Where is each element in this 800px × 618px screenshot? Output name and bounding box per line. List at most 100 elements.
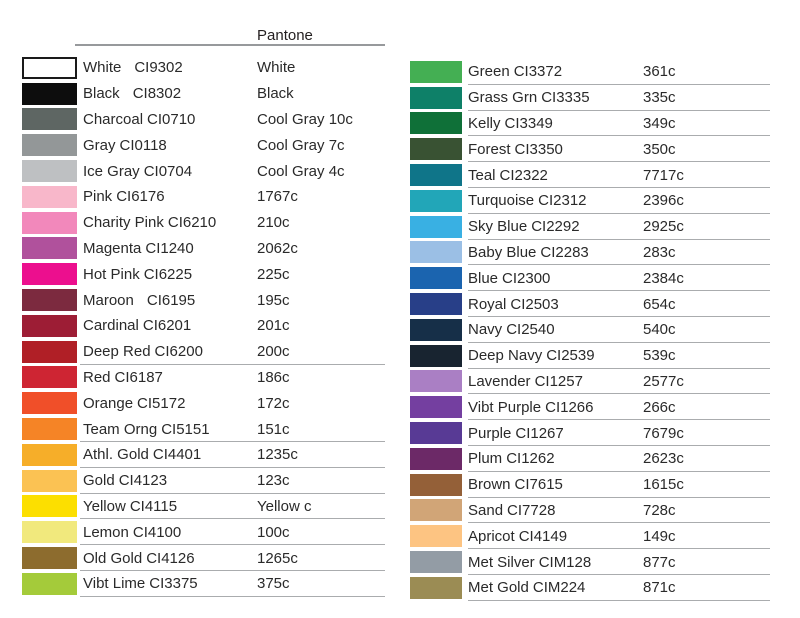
color-name: Red (83, 368, 111, 386)
color-name: Deep Navy (468, 347, 543, 365)
color-label: Blue CI2300 (468, 270, 550, 287)
color-name: Orange (83, 394, 134, 412)
color-label: Magenta CI1240 (83, 240, 194, 257)
row-divider (80, 595, 385, 597)
color-swatch (22, 56, 77, 79)
pantone-value: 877c (643, 553, 676, 571)
color-code: CI2503 (510, 295, 559, 313)
color-row: Apricot CI4149 149c (410, 523, 770, 550)
color-name: Cardinal (83, 317, 139, 335)
color-name: Magenta (83, 239, 142, 257)
color-swatch (410, 164, 462, 187)
color-code: CI2283 (540, 243, 589, 261)
row-divider (468, 135, 770, 137)
pantone-value: 266c (643, 398, 676, 416)
row-divider (468, 419, 770, 421)
color-name: Yellow (83, 497, 126, 515)
row-divider (468, 496, 770, 498)
color-name: Purple (468, 424, 512, 442)
color-name: Lemon (83, 523, 129, 541)
color-row: Yellow CI4115 Yellow c (22, 494, 385, 520)
color-code: CI0118 (119, 136, 167, 154)
color-row: Plum CI1262 2623c (410, 446, 770, 472)
color-swatch (22, 314, 77, 337)
color-row: Athl. Gold CI4401 1235c (22, 442, 385, 468)
color-name: Baby Blue (468, 243, 537, 261)
color-code: CI4401 (152, 446, 202, 464)
color-row: Met Gold CIM224 871c (410, 575, 770, 601)
color-row: Cardinal CI6201 201c (22, 313, 385, 339)
color-name: Gold (83, 472, 115, 490)
color-label: Green CI3372 (468, 63, 562, 80)
color-label: Charcoal CI0710 (83, 111, 195, 128)
pantone-value: 283c (643, 243, 676, 261)
color-code: CI2540 (506, 321, 555, 339)
color-swatch (410, 267, 462, 290)
pantone-value: 2925c (643, 218, 684, 236)
color-row: Royal CI2503 654c (410, 291, 770, 317)
color-row: Red CI6187 186c (22, 365, 385, 391)
color-name: Royal (468, 295, 507, 313)
color-row: Sky Blue CI2292 2925c (410, 214, 770, 240)
row-divider (468, 238, 770, 240)
row-divider (468, 315, 770, 317)
color-label: Kelly CI3349 (468, 115, 553, 132)
color-name: Teal (468, 166, 496, 184)
color-swatch (22, 160, 77, 183)
color-label: Hot Pink CI6225 (83, 266, 192, 283)
color-code: CI8302 (132, 85, 182, 103)
color-label: Team Orng CI5151 (83, 421, 210, 438)
color-code: CI2300 (502, 269, 551, 287)
color-code: CI5151 (161, 420, 210, 438)
color-name: Vibt Purple (468, 398, 542, 416)
color-name: Met Gold (468, 579, 529, 597)
color-row: Orange CI5172 172c (22, 390, 385, 416)
pantone-value: 1265c (257, 549, 298, 567)
color-label: Navy CI2540 (468, 321, 555, 338)
color-swatch (22, 521, 77, 544)
row-divider (468, 161, 770, 163)
row-divider (80, 466, 385, 468)
color-swatch (22, 185, 77, 208)
color-name: Old Gold (83, 549, 143, 567)
pantone-value: 7717c (643, 166, 684, 184)
row-divider (468, 599, 770, 601)
color-code: CIM224 (532, 579, 586, 597)
color-row: Black CI8302 Black (22, 81, 385, 107)
color-row: Grass Grn CI3335 335c (410, 85, 770, 111)
color-row: Forest CI3350 350c (410, 136, 770, 163)
pantone-value: 1235c (257, 446, 298, 464)
color-swatch (410, 551, 462, 574)
color-name: Grass Grn (468, 89, 538, 107)
color-swatch (22, 392, 77, 415)
pantone-value: 654c (643, 295, 676, 313)
color-swatch (410, 215, 462, 238)
color-label: Cardinal CI6201 (83, 317, 191, 334)
color-name: Black (83, 85, 120, 103)
color-row: Baby Blue CI2283 283c (410, 240, 770, 266)
color-code: CI6187 (114, 368, 163, 386)
color-label: Met Gold CIM224 (468, 579, 585, 596)
pantone-value: 375c (257, 575, 290, 593)
color-name: Lavender (468, 372, 531, 390)
color-name: Vibt Lime (83, 575, 146, 593)
color-row: Charcoal CI0710 Cool Gray 10c (22, 107, 385, 133)
color-label: Purple CI1267 (468, 425, 564, 442)
color-label: Forest CI3350 (468, 141, 563, 158)
color-code: CIM128 (538, 553, 592, 571)
color-label: Baby Blue CI2283 (468, 244, 589, 261)
color-code: CI7728 (507, 501, 556, 519)
color-swatch (22, 366, 77, 389)
pantone-value: 335c (643, 89, 676, 107)
color-row: Turquoise CI2312 2396c (410, 188, 770, 214)
color-swatch (410, 396, 462, 419)
color-row: Hot Pink CI6225 225c (22, 261, 385, 287)
color-swatch (410, 525, 462, 548)
pantone-value: 172c (257, 394, 290, 412)
color-swatch (410, 138, 462, 161)
row-divider (468, 573, 770, 575)
color-name: Kelly (468, 114, 501, 132)
color-column-right: Green CI3372 361c Grass Grn CI3335 335c Ke… (410, 59, 770, 601)
color-label: Old Gold CI4126 (83, 550, 195, 567)
color-label: Red CI6187 (83, 369, 163, 386)
